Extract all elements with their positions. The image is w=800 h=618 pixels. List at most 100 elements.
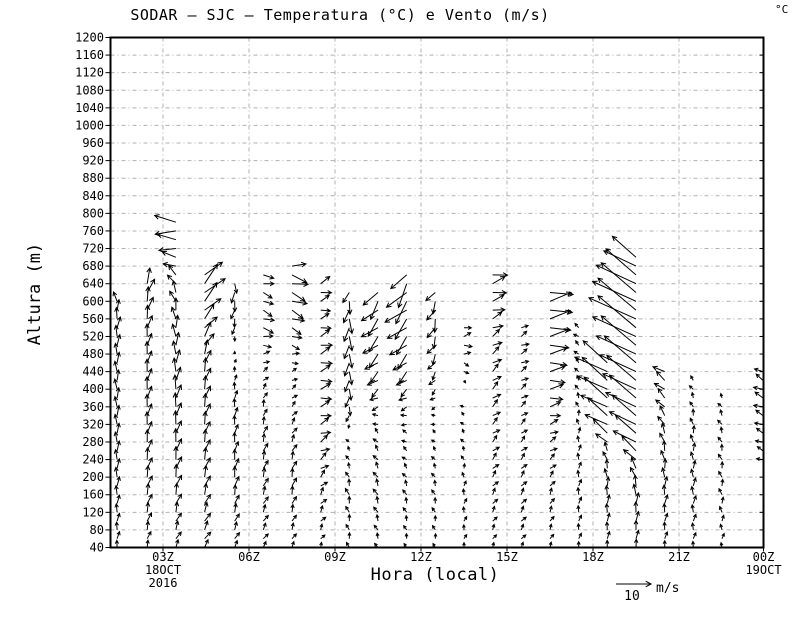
wind-arrow	[263, 327, 275, 334]
wind-arrow	[114, 521, 119, 530]
wind-arrow	[348, 336, 354, 352]
wind-arrow	[291, 495, 298, 504]
wind-arrow	[492, 275, 506, 285]
wind-arrow	[290, 522, 295, 530]
wind-arrow	[520, 523, 525, 531]
wind-arrow	[347, 406, 353, 417]
wind-arrow	[348, 371, 354, 386]
wind-arrow	[600, 262, 637, 293]
wind-arrow	[492, 534, 498, 540]
wind-arrow	[234, 389, 239, 399]
wind-arrow	[116, 494, 121, 504]
wind-arrow	[579, 394, 608, 408]
wind-arrow	[171, 323, 177, 337]
wind-arrow	[234, 494, 240, 504]
wind-arrow	[548, 505, 553, 513]
wind-arrow	[576, 469, 581, 478]
wind-arrow	[395, 301, 408, 325]
reference-speed-unit: m/s	[656, 581, 679, 596]
wind-arrow	[320, 325, 332, 331]
wind-arrow	[400, 406, 408, 412]
wind-arrow	[175, 474, 183, 487]
wind-arrow	[430, 413, 436, 417]
wind-arrow	[521, 324, 530, 329]
wind-arrow	[428, 379, 436, 386]
wind-arrow	[175, 401, 183, 416]
wind-arrow	[114, 484, 119, 495]
wind-arrow	[404, 479, 408, 487]
wind-arrow	[262, 442, 269, 452]
wind-arrow	[520, 417, 526, 425]
wind-arrow	[581, 356, 608, 381]
wind-arrow	[431, 353, 437, 366]
wind-arrow	[291, 377, 299, 382]
wind-arrow	[604, 391, 637, 408]
wind-arrow	[375, 461, 379, 469]
wind-arrow	[291, 460, 298, 469]
wind-arrow	[520, 505, 525, 513]
y-tick-label: 240	[82, 453, 104, 467]
wind-arrow	[174, 519, 180, 530]
y-tick-label: 1160	[75, 48, 104, 62]
wind-arrow	[461, 428, 466, 434]
wind-arrow	[348, 354, 354, 369]
wind-arrow	[549, 515, 555, 522]
wind-arrow	[549, 291, 575, 297]
wind-arrow	[664, 512, 669, 522]
wind-arrow	[574, 322, 580, 329]
wind-arrow	[717, 402, 723, 408]
wind-arrow	[426, 327, 436, 339]
wind-arrow	[399, 413, 407, 418]
wind-arrow	[388, 344, 407, 356]
wind-arrow	[373, 506, 379, 513]
wind-arrow	[263, 300, 275, 306]
wind-arrow	[144, 393, 150, 407]
wind-arrow	[116, 475, 121, 487]
wind-arrow	[521, 377, 530, 382]
wind-arrow	[459, 421, 465, 426]
wind-arrow	[403, 524, 408, 531]
wind-arrow	[263, 274, 275, 280]
wind-arrow	[754, 439, 764, 444]
wind-arrow	[492, 393, 502, 399]
wind-arrow	[232, 301, 238, 313]
wind-arrow	[431, 301, 437, 315]
wind-arrow	[600, 315, 637, 346]
wind-arrow	[116, 351, 121, 363]
wind-arrow	[319, 504, 324, 513]
y-tick-label: 320	[82, 417, 104, 431]
wind-arrow	[347, 424, 351, 430]
wind-arrow	[262, 366, 269, 372]
wind-arrow	[146, 350, 153, 363]
wind-arrow	[633, 519, 639, 530]
wind-arrow	[595, 264, 637, 285]
y-tick-label: 1200	[75, 31, 104, 45]
wind-arrow	[659, 432, 666, 443]
wind-arrow	[144, 322, 150, 337]
wind-arrow	[578, 496, 583, 504]
wind-arrow	[161, 250, 177, 258]
wind-arrow	[400, 388, 408, 398]
wind-arrow	[549, 379, 566, 385]
wind-arrow	[320, 486, 325, 495]
wind-arrow	[492, 375, 502, 381]
wind-arrow	[662, 502, 667, 513]
wind-arrow	[611, 235, 637, 258]
wind-arrow	[521, 394, 529, 399]
wind-arrow	[692, 476, 697, 487]
wind-arrow	[575, 401, 580, 408]
wind-arrow	[492, 345, 500, 355]
wind-arrow	[146, 278, 156, 293]
wind-arrow	[572, 333, 579, 338]
wind-arrow	[115, 368, 121, 381]
wind-arrow	[692, 494, 697, 504]
wind-arrow	[404, 532, 409, 539]
wind-arrow	[320, 451, 327, 460]
wind-arrow	[604, 458, 610, 469]
wind-arrow	[320, 290, 333, 296]
wind-arrow	[549, 447, 558, 452]
wind-arrow	[548, 523, 553, 531]
wind-arrow	[755, 373, 764, 381]
wind-arrow	[402, 429, 408, 434]
